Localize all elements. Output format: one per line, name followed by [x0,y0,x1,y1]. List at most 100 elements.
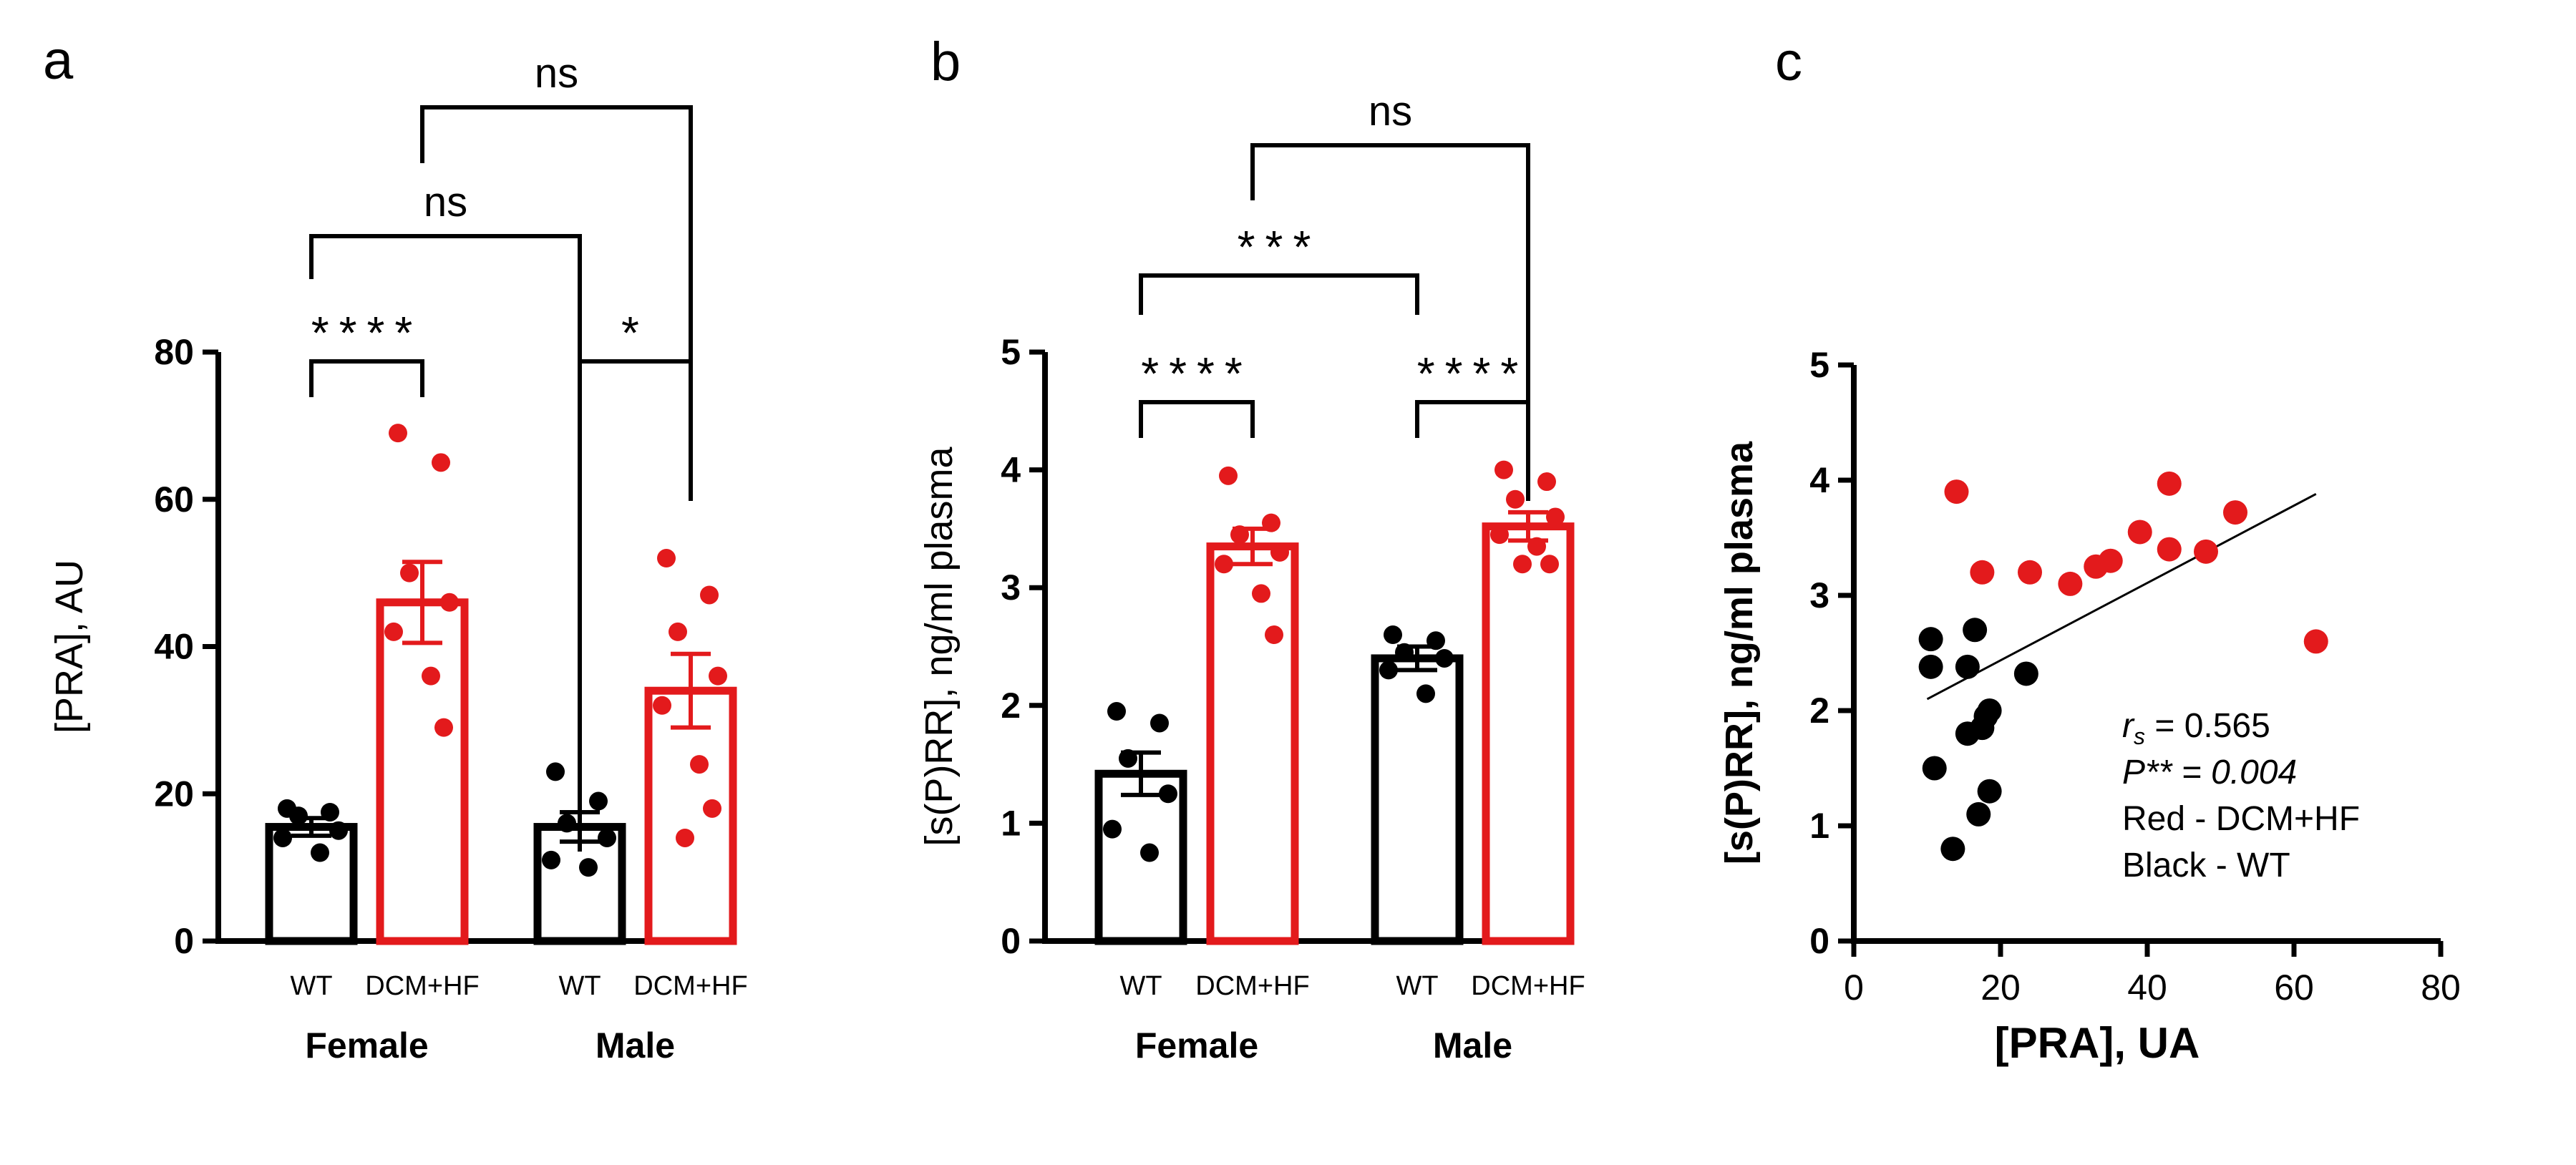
data-point [273,828,292,847]
x-group-label: Female [305,1025,428,1066]
x-tick-label: 0 [1844,967,1864,1008]
data-point [400,563,419,582]
scatter-point-wt [1963,618,1988,643]
panel-label-b: b [930,31,961,92]
significance-label: * [621,307,649,359]
data-point [542,850,560,869]
scatter-point-dcm [2157,471,2182,496]
x-category-label: DCM+HF [365,971,479,1001]
data-point [1537,472,1556,492]
data-point [709,666,727,686]
y-tick-label: 5 [1001,332,1021,372]
panel-a-bar-chart: 0 20 40 60 80 [PRA], AU WT DCM+HF WT DCM+HF Female… [48,50,748,1066]
significance-bracket [1250,143,1530,501]
data-point [1494,460,1513,479]
data-point [1379,661,1398,680]
panel-b-bar-chart: 0 1 2 3 4 5 [s(P)RR], ng/ml plasma WT DCM+HF WT DC… [918,88,1585,1066]
y-tick-label: 0 [174,921,194,961]
x-tick-label: 80 [2421,967,2461,1008]
y-axis-title: [PRA], AU [48,560,91,733]
significance-label: ns [535,50,578,97]
data-point [1416,684,1435,703]
data-point [432,453,450,472]
x-category-label: DCM+HF [633,971,747,1001]
data-point [657,549,676,568]
stat-rs: rs = 0.565 [2122,707,2270,749]
data-point [1252,584,1270,603]
y-tick-label: 4 [1001,450,1021,490]
significance-label: **** [1417,348,1529,399]
x-category-label: DCM+HF [1195,971,1309,1001]
data-point [434,718,453,737]
x-category-label: WT [558,971,601,1001]
significance-label: **** [1141,348,1253,399]
data-point [1219,466,1238,485]
data-point [329,821,348,840]
x-group-label: Female [1135,1025,1258,1066]
scatter-point-dcm [2223,500,2247,525]
bar [1482,522,1575,945]
scatter-point-dcm [1944,479,1969,504]
data-point [669,622,687,641]
data-point [1265,625,1283,645]
data-point [440,593,459,612]
x-category-label: DCM+HF [1471,971,1585,1001]
regression-line [1926,492,2317,701]
y-tick-label: 20 [154,774,194,814]
panel-c-scatter-chart: 0 1 2 3 4 5 0 20 40 60 80 [s(P)RR], ng/ml plasma [PR… [1718,345,2461,1067]
data-point [1103,819,1122,839]
significance-bracket [309,234,582,852]
x-category-label: WT [1396,971,1438,1001]
data-point [384,622,403,641]
y-tick-label: 40 [154,627,194,667]
y-tick-label: 1 [1001,803,1021,843]
scatter-point-wt [2013,661,2038,686]
data-point [1540,555,1559,574]
data-point [558,814,576,833]
scatter-point-dcm [2303,629,2328,654]
legend-black: Black - WT [2122,847,2290,884]
y-tick-label: 2 [1001,686,1021,726]
stat-p-value: P** = 0.004 [2122,754,2297,791]
scatter-point-dcm [2157,537,2182,562]
scatter-point-dcm [1970,560,1995,585]
data-point [546,762,565,781]
data-point [422,666,440,686]
bar [1206,542,1299,945]
data-point [1215,555,1233,574]
data-point [676,828,694,847]
significance-bracket [309,359,424,397]
scatter-point-wt [1918,627,1943,652]
data-point [1513,555,1532,574]
scatter-point-wt [1977,698,2002,723]
legend-red: Red - DCM+HF [2122,800,2360,838]
data-point [690,755,709,774]
x-group-label: Male [596,1025,675,1066]
scatter-point-wt [1940,837,1965,862]
significance-label: **** [311,307,423,359]
scatter-point-wt [1966,801,1991,827]
scatter-point-wt [1922,756,1947,781]
data-point [1384,625,1402,645]
y-axis-title: [s(P)RR], ng/ml plasma [1718,441,1761,864]
data-point [1119,749,1137,768]
data-point [1395,643,1414,662]
panel-label-a: a [43,30,74,91]
significance-label: *** [1238,221,1321,273]
data-point [1140,843,1159,862]
scatter-point-dcm [2127,520,2152,545]
y-tick-label: 4 [1809,460,1829,500]
x-axis-title: [PRA], UA [1995,1019,2200,1067]
data-point [579,858,598,877]
x-group-label: Male [1433,1025,1512,1066]
data-point [321,802,339,822]
y-tick-label: 5 [1809,345,1829,385]
data-point [1230,525,1249,545]
scatter-point-dcm [2194,539,2218,564]
data-point [289,806,308,826]
data-point [1527,537,1546,556]
data-point [653,696,671,715]
data-point [1107,702,1126,721]
data-point [1426,631,1445,650]
